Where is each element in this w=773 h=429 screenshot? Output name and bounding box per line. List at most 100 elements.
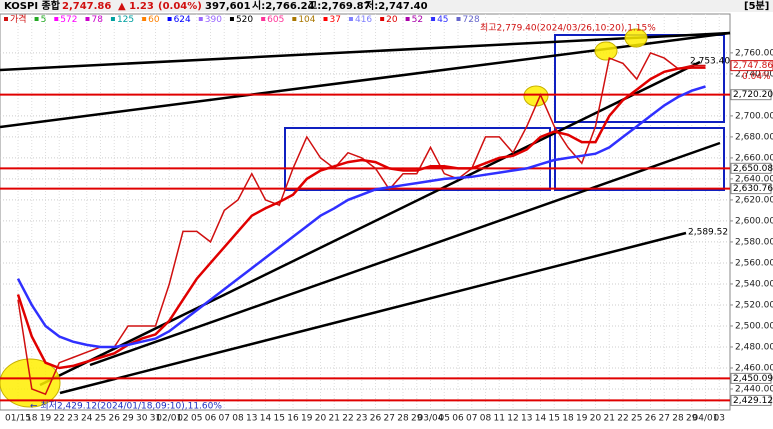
x-tick-label: 19	[576, 414, 588, 424]
legend-swatch	[229, 17, 234, 21]
legend-label: 60	[148, 15, 160, 25]
legend-swatch	[380, 17, 385, 21]
x-tick-label: 25	[95, 414, 106, 424]
x-tick-label: 27	[384, 414, 395, 424]
high-annotation: 최고2,779.40(2024/03/26,10:20),1.15%	[480, 23, 656, 34]
x-tick-label: 15	[274, 414, 285, 424]
y-tick-label: 2,500.00	[735, 321, 773, 331]
y-tick-label: 2,680.00	[735, 132, 773, 142]
legend-swatch	[142, 17, 147, 21]
series-line	[16, 85, 706, 349]
x-tick-label: 29	[122, 414, 134, 424]
symbol: KOSPI 종합	[4, 0, 61, 12]
legend-label: 가격	[10, 13, 27, 25]
x-tick-label: 28	[397, 414, 409, 424]
open: 시:2,766.24	[252, 0, 315, 12]
plot-frame	[0, 13, 731, 411]
change-pct: (0.04%)	[158, 1, 202, 12]
x-tick-label: 22	[54, 414, 65, 424]
x-tick-label: 11	[494, 414, 505, 424]
x-tick-label: 03	[714, 414, 725, 424]
y-tick-label: 2,640.00	[735, 174, 773, 184]
x-tick-label: 23	[356, 414, 367, 424]
x-tick-label: 21	[604, 414, 615, 424]
x-tick-label: 30	[136, 414, 148, 424]
interval[interactable]: [5분]	[744, 0, 769, 12]
series-line	[17, 51, 706, 396]
level-label-box	[730, 162, 772, 174]
legend-label: 605	[267, 15, 284, 25]
highlight	[594, 41, 618, 61]
legend-label: 624	[174, 15, 191, 25]
y-tick-label: 2,560.00	[735, 258, 773, 268]
trend-line	[89, 141, 721, 367]
legend-label: 520	[236, 15, 253, 25]
level-label: 2,720.20	[733, 90, 773, 100]
level-label: 2,630.76	[733, 184, 773, 194]
x-tick-label: 14	[535, 414, 547, 424]
x-tick-label: 20	[590, 414, 602, 424]
x-tick-label: 29	[411, 414, 423, 424]
legend-swatch	[110, 17, 115, 21]
x-tick-label: 07	[466, 414, 477, 424]
legend-swatch	[34, 17, 39, 21]
trend-line	[59, 231, 687, 395]
x-tick-label: 14	[260, 414, 272, 424]
x-tick-label: 26	[109, 414, 121, 424]
legend-swatch	[261, 17, 266, 21]
level-label-box	[730, 183, 772, 195]
grid	[0, 14, 730, 410]
x-tick-label: 03/04	[418, 414, 444, 424]
x-tick-label: 06	[452, 414, 464, 424]
x-tick-label: 13	[521, 414, 532, 424]
x-tick-label: 05	[191, 414, 202, 424]
legend-label: 104	[298, 15, 315, 25]
x-tick-label: 21	[329, 414, 340, 424]
x-tick-label: 05	[439, 414, 450, 424]
x-tick-label: 08	[232, 414, 244, 424]
x-tick-label: 19	[40, 414, 52, 424]
legend-swatch	[405, 17, 410, 21]
x-tick-label: 27	[659, 414, 670, 424]
y-tick-label: 2,700.00	[735, 111, 773, 121]
x-tick-label: 25	[631, 414, 642, 424]
x-tick-label: 15	[549, 414, 560, 424]
trend-line	[39, 60, 701, 387]
legend-swatch	[54, 17, 59, 21]
legend-swatch	[167, 17, 172, 21]
legend-swatch	[323, 17, 328, 21]
y-tick-label: 2,440.00	[735, 384, 773, 394]
low: 저:2,747.40	[365, 0, 428, 12]
low-annotation: ← 최저2,429.12(2024/01/18,09:10),11.60%	[30, 401, 222, 412]
y-tick-label: 2,660.00	[735, 153, 773, 163]
box	[284, 127, 551, 191]
y-tick-label: 2,480.00	[735, 342, 773, 352]
legend-label: 572	[60, 15, 77, 25]
legend-label: 125	[117, 15, 134, 25]
level-label-box	[730, 89, 772, 101]
price: 2,747.86	[62, 1, 111, 12]
x-tick-label: 06	[205, 414, 217, 424]
legend-label: 5	[41, 15, 47, 25]
x-tick-label: 23	[67, 414, 78, 424]
x-tick-label: 22	[617, 414, 628, 424]
x-tick-label: 04/01	[693, 414, 719, 424]
x-tick-label: 18	[562, 414, 574, 424]
marks	[0, 51, 730, 402]
volume: 397,601	[205, 1, 251, 12]
legend-swatch	[4, 17, 8, 21]
legend-swatch	[85, 17, 90, 21]
level-label: 2,429.12	[733, 396, 773, 406]
legend-label: 45	[437, 15, 448, 25]
highlights	[0, 28, 648, 408]
legend-label: 390	[205, 15, 222, 25]
x-tick-label: 24	[81, 414, 93, 424]
legend-label: 52	[412, 15, 423, 25]
x-tick-label: 22	[342, 414, 353, 424]
x-tick-label: 07	[219, 414, 230, 424]
header-bar	[0, 0, 773, 12]
legend-label: 37	[330, 15, 341, 25]
x-tick-label: 08	[480, 414, 492, 424]
